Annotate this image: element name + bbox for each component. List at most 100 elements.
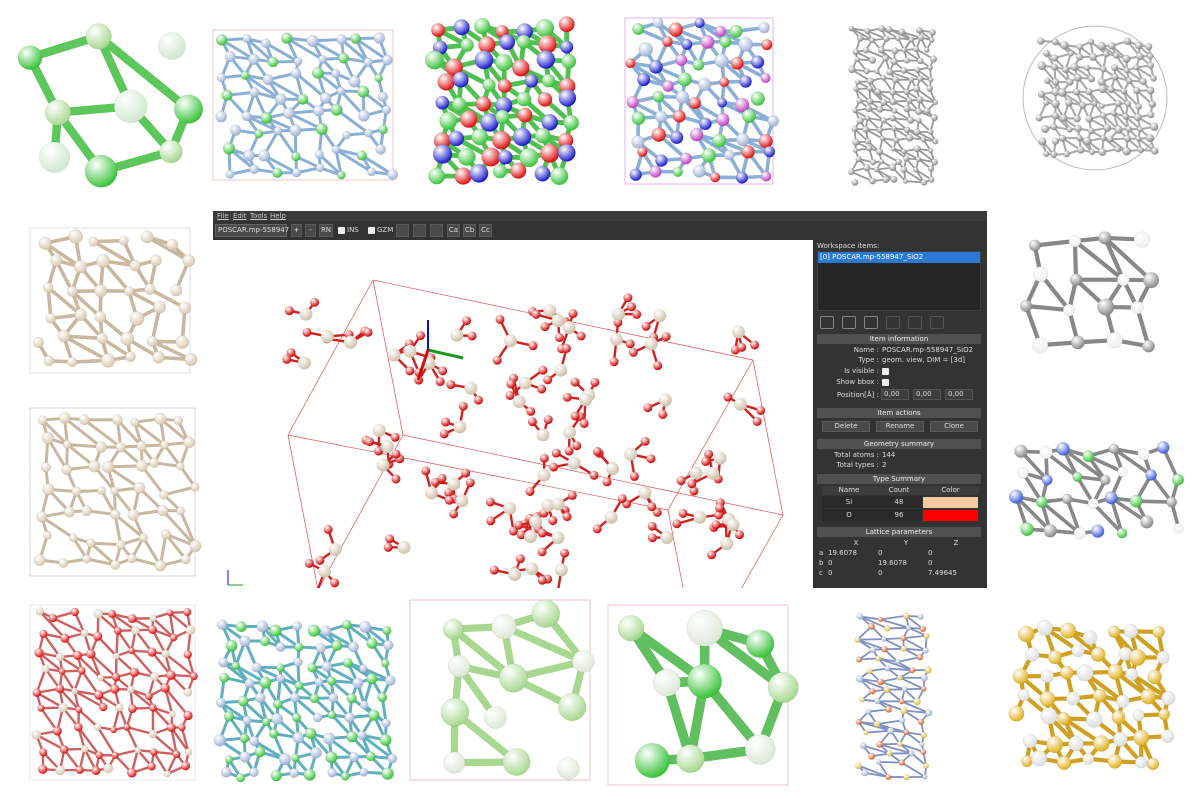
menu-item[interactable]: Help: [270, 212, 286, 220]
bond: [170, 726, 190, 753]
bond: [916, 148, 936, 163]
bond: [276, 130, 298, 158]
atom: [447, 655, 471, 678]
atom: [73, 722, 83, 732]
atom: [112, 414, 123, 426]
panel-tab[interactable]: [908, 316, 922, 329]
panel-tab[interactable]: [820, 316, 834, 329]
oxygen-atom: [441, 417, 451, 427]
atom: [347, 641, 359, 653]
panel-tab[interactable]: [886, 316, 900, 329]
atom: [272, 167, 283, 178]
bond: [916, 88, 936, 104]
atom: [251, 662, 262, 673]
action-button[interactable]: Delete: [822, 421, 870, 432]
silicon-atom: [551, 531, 565, 545]
lattice-cell: 0: [928, 559, 933, 567]
silicon-atom: [529, 515, 543, 529]
bond: [916, 131, 936, 143]
viewport[interactable]: [213, 240, 813, 588]
workspace-item[interactable]: [0] POSCAR.mp-558947_SiO2: [818, 252, 980, 263]
atom: [868, 56, 877, 64]
action-button[interactable]: Clone: [930, 421, 978, 432]
bond: [220, 38, 255, 61]
bond: [163, 485, 196, 497]
bond: [859, 657, 879, 661]
atom: [52, 726, 62, 736]
menu-item[interactable]: Tools: [250, 212, 268, 220]
position-input[interactable]: 0,00: [945, 389, 973, 400]
silicon-atom: [562, 426, 576, 440]
silicon-atom: [644, 337, 658, 351]
atom: [440, 697, 470, 727]
position-input[interactable]: 0,00: [913, 389, 941, 400]
atom: [70, 607, 80, 617]
oxygen-atom: [548, 516, 558, 526]
bond: [46, 287, 53, 319]
visible-checkbox[interactable]: [882, 368, 889, 375]
tool-icon[interactable]: [413, 224, 426, 237]
toggle-label[interactable]: GZM: [377, 226, 394, 234]
panel-tab[interactable]: [930, 316, 944, 329]
atom: [215, 110, 228, 123]
atom: [688, 96, 702, 110]
bond: [901, 700, 930, 714]
tool-button[interactable]: -: [305, 224, 316, 237]
oxygen-atom: [537, 528, 547, 538]
axis-button[interactable]: Cc: [479, 224, 492, 237]
bond: [880, 676, 901, 683]
type-color[interactable]: [923, 497, 978, 508]
silicon-atom: [720, 537, 734, 551]
bond: [884, 647, 904, 651]
tool-button[interactable]: +: [291, 224, 302, 237]
atom: [924, 666, 932, 674]
axis-button[interactable]: Ca: [447, 224, 460, 237]
tool-button[interactable]: RN: [319, 224, 333, 237]
position-input[interactable]: 0,00: [881, 389, 909, 400]
bond: [44, 241, 82, 269]
type-color[interactable]: [923, 510, 978, 521]
atom: [34, 647, 44, 658]
atom: [854, 636, 861, 643]
toggle-label[interactable]: INS: [347, 226, 359, 234]
atom: [903, 104, 911, 113]
bond: [889, 71, 912, 81]
atom: [929, 55, 938, 63]
atom: [270, 769, 283, 782]
atom: [93, 608, 104, 619]
bond: [1073, 239, 1125, 282]
axis-button[interactable]: Cb: [463, 224, 476, 237]
atom: [914, 66, 921, 73]
panel-tab[interactable]: [864, 316, 878, 329]
oxygen-atom: [750, 340, 760, 350]
atom: [1152, 625, 1165, 639]
file-selector[interactable]: POSCAR.mp-558947: [215, 224, 289, 237]
menu-item[interactable]: Edit: [233, 212, 247, 220]
atom: [917, 57, 924, 65]
tool-icon[interactable]: [396, 224, 409, 237]
atom: [236, 773, 246, 783]
atom: [499, 34, 516, 51]
atom: [1110, 64, 1119, 72]
atom: [1134, 41, 1143, 50]
atom: [482, 78, 496, 92]
oxygen-atom: [661, 332, 671, 342]
panel-tab[interactable]: [842, 316, 856, 329]
atom: [715, 25, 727, 37]
atom: [889, 88, 897, 96]
bbox-checkbox[interactable]: [882, 379, 889, 386]
bond: [133, 420, 166, 447]
atom: [687, 663, 722, 699]
menu-item[interactable]: File: [217, 212, 229, 220]
atom: [1142, 272, 1160, 289]
atom: [241, 111, 252, 122]
atom: [1116, 527, 1128, 539]
tool-icon[interactable]: [430, 224, 443, 237]
silicon-atom: [344, 335, 358, 349]
atom: [869, 37, 876, 44]
bond: [899, 743, 924, 753]
silicon-atom: [537, 468, 551, 482]
atom: [865, 708, 872, 715]
atom: [561, 53, 577, 69]
action-button[interactable]: Rename: [876, 421, 924, 432]
